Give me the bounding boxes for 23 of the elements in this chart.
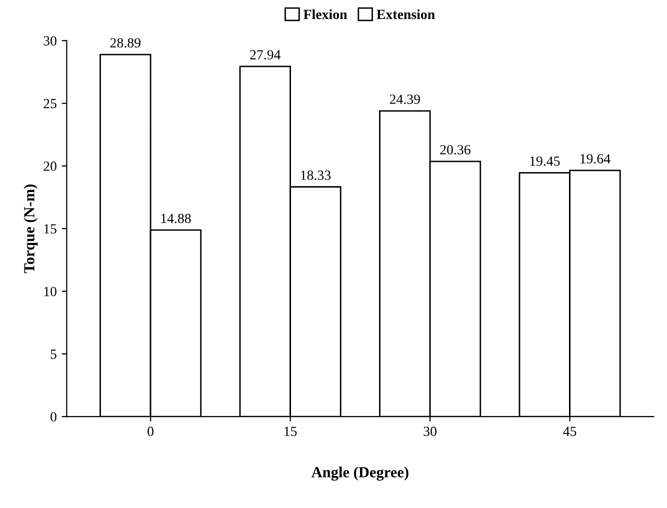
data-label: 18.33 [301,170,331,180]
legend-label: Extension [376,9,435,20]
x-tick-label: 45 [563,426,576,436]
y-tick-label: 10 [44,286,56,296]
y-tick-label: 5 [50,350,56,359]
data-label: 14.88 [161,214,191,224]
legend-label: Flexion [304,9,348,20]
y-tick-label: 0 [50,412,56,422]
y-tick-label: 20 [44,162,56,171]
y-axis-title: Torque (N-m) [24,184,38,274]
data-label: 28.89 [110,38,140,48]
x-tick-label: 15 [284,426,297,436]
x-tick-label: 0 [148,426,154,436]
data-label: 27.94 [250,50,281,60]
data-label: 20.36 [440,145,470,155]
y-tick-label: 15 [44,224,56,234]
y-tick-label: 25 [44,98,56,108]
data-label: 19.64 [580,154,610,164]
x-axis-title: Angle (Degree) [311,466,408,481]
data-label: 19.45 [530,156,560,166]
data-label: 24.39 [390,94,420,104]
y-tick-label: 30 [44,36,56,46]
x-tick-label: 30 [424,426,436,436]
